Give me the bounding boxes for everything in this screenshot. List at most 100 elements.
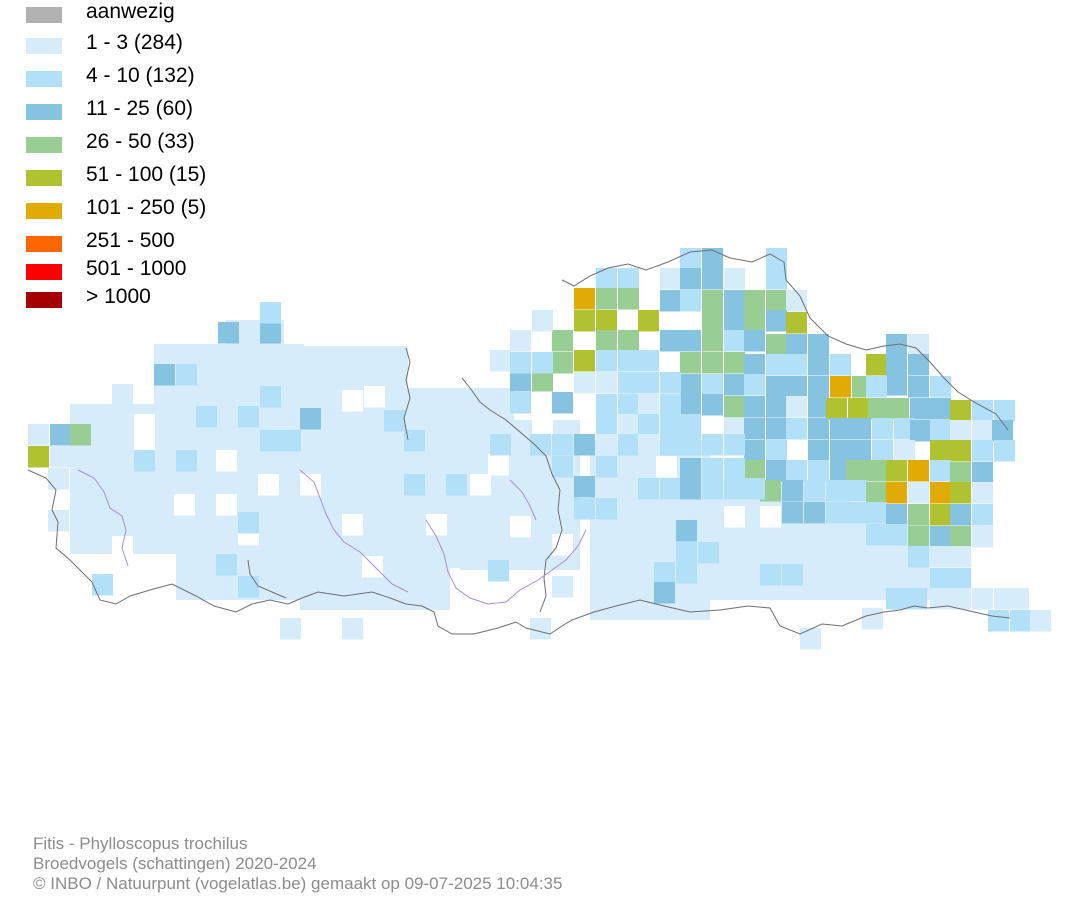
grid-cell — [574, 498, 595, 520]
grid-cell — [766, 248, 787, 270]
grid-cells — [28, 248, 1051, 650]
grid-cell — [866, 376, 887, 398]
grid-cell — [786, 376, 807, 398]
grid-cell — [908, 504, 929, 526]
empty-cell — [552, 534, 573, 556]
empty-cell — [342, 390, 363, 412]
grid-cell — [724, 268, 745, 290]
empty-cell — [300, 474, 321, 496]
dataset-description: Broedvogels (schattingen) 2020-2024 — [33, 854, 317, 873]
grid-cell — [680, 478, 701, 500]
legend-swatch — [26, 264, 62, 280]
grid-cell — [300, 408, 321, 430]
grid-cell — [804, 480, 825, 502]
species-name: Fitis - Phylloscopus trochilus — [33, 834, 248, 853]
grid-cell — [660, 268, 681, 290]
legend-item-aanwezig: aanwezig — [26, 0, 326, 24]
legend-label: 251 - 500 — [86, 229, 175, 252]
grid-cell — [618, 268, 639, 290]
grid-cell — [744, 374, 765, 396]
grid-cell — [908, 354, 929, 376]
grid-cell — [490, 434, 511, 456]
grid-cell — [638, 414, 659, 436]
grid-cell — [830, 460, 851, 482]
grid-cell — [766, 334, 787, 356]
river-line — [299, 469, 409, 593]
grid-cell — [618, 350, 639, 372]
grid-cell — [766, 418, 787, 440]
grid-cell — [808, 440, 829, 462]
grid-cell — [702, 330, 723, 352]
grid-cell — [930, 588, 951, 610]
grid-cell — [530, 434, 551, 456]
legend-item-1-3: 1 - 3 (284) — [26, 31, 326, 55]
grid-cell — [886, 504, 907, 526]
grid-cell — [28, 446, 49, 468]
grid-cell — [766, 268, 787, 290]
grid-cell — [510, 392, 531, 414]
region-border-line — [561, 249, 1009, 431]
grid-cell — [680, 268, 701, 290]
grid-cell — [680, 330, 701, 352]
grid-cell — [846, 502, 867, 524]
grid-cell — [846, 480, 867, 502]
grid-cell — [638, 394, 659, 416]
grid-cell — [48, 468, 69, 490]
grid-cell — [724, 374, 745, 396]
grid-cell — [766, 310, 787, 332]
grid-cell — [176, 344, 197, 366]
grid-cell — [724, 478, 745, 500]
grid-cell — [724, 290, 745, 312]
copyright-notice: © INBO / Natuurpunt (vogelatlas.be) gema… — [33, 874, 563, 893]
grid-cell — [552, 392, 573, 414]
grid-cell — [260, 386, 281, 408]
grid-cell — [766, 354, 787, 376]
grid-cell — [446, 474, 467, 496]
grid-cell — [702, 394, 723, 416]
grid-cell — [866, 460, 887, 482]
grid-cell — [176, 450, 197, 472]
grid-cell — [950, 440, 971, 462]
grid-cell — [786, 290, 807, 312]
grid-cell — [808, 354, 829, 376]
legend-swatch — [26, 38, 62, 54]
grid-cell — [886, 482, 907, 504]
grid-cell — [950, 400, 971, 422]
map-lines — [27, 249, 1011, 635]
empty-cell — [426, 514, 447, 536]
grid-cell — [930, 504, 951, 526]
legend-label: 26 - 50 (33) — [86, 130, 195, 153]
grid-cell — [886, 460, 907, 482]
empty-cell — [342, 514, 363, 536]
empty-cell — [510, 516, 531, 538]
grid-cell — [660, 290, 681, 312]
grid-cell — [532, 310, 553, 332]
grid-cell — [680, 290, 701, 312]
grid-cell — [782, 502, 803, 524]
grid-cell — [596, 456, 617, 478]
grid-cell — [92, 574, 113, 596]
river-line — [509, 479, 537, 521]
legend-swatch — [26, 71, 62, 87]
grid-cell — [744, 418, 765, 440]
grid-cell — [702, 478, 723, 500]
grid-cell — [574, 434, 595, 456]
grid-cell — [216, 554, 237, 576]
grid-cell — [1030, 610, 1051, 632]
grid-cell — [744, 330, 765, 352]
grid-cell — [972, 526, 993, 548]
grid-cell — [532, 370, 553, 392]
grid-cell — [618, 434, 639, 456]
grid-cell — [488, 560, 509, 582]
grid-cell — [950, 504, 971, 526]
grid-cell — [530, 618, 551, 640]
grid-cell — [660, 434, 681, 456]
grid-cell — [574, 350, 595, 372]
grid-cell — [826, 480, 847, 502]
grid-cell — [1008, 588, 1029, 610]
grid-cell — [724, 434, 745, 456]
grid-cell — [826, 502, 847, 524]
grid-cell — [850, 440, 871, 462]
grid-cell — [638, 434, 659, 456]
region-border-line — [27, 469, 1011, 635]
